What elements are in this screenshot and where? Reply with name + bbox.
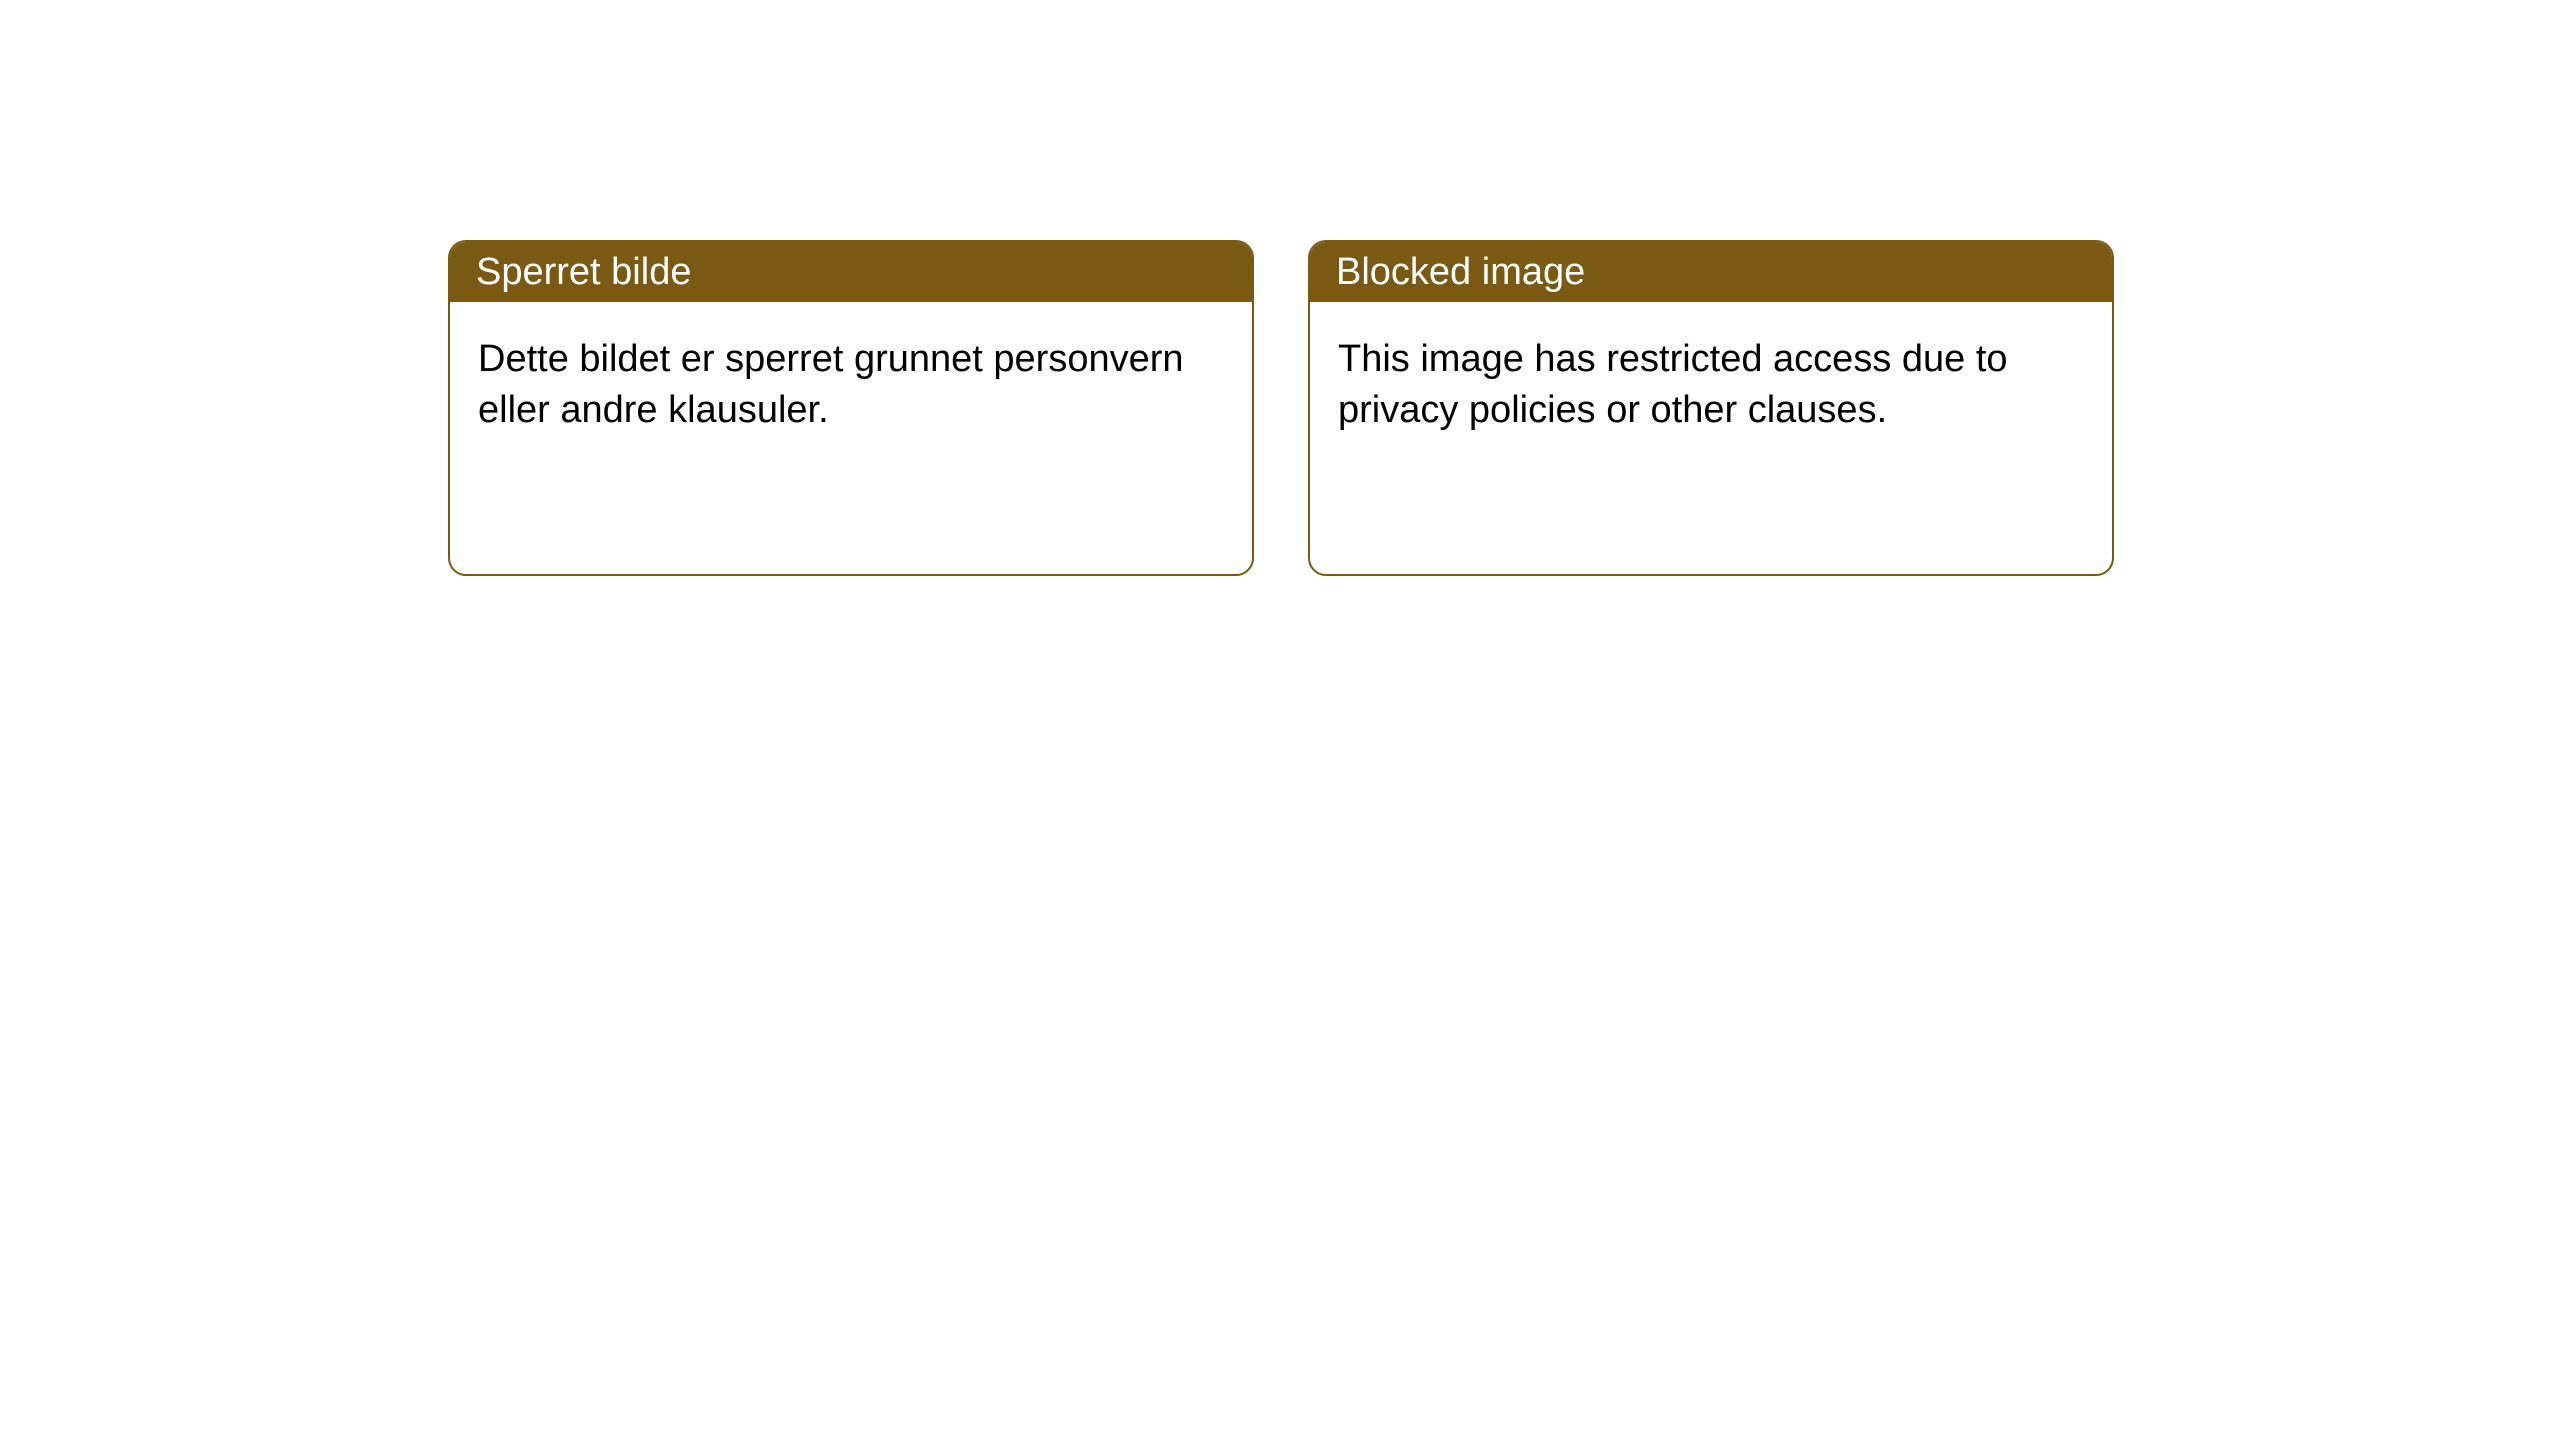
- card-body-text: Dette bildet er sperret grunnet personve…: [478, 338, 1184, 431]
- card-body: This image has restricted access due to …: [1310, 302, 2112, 469]
- blocked-image-card-norwegian: Sperret bilde Dette bildet er sperret gr…: [448, 240, 1254, 576]
- card-header: Sperret bilde: [450, 242, 1252, 302]
- card-header: Blocked image: [1310, 242, 2112, 302]
- card-body: Dette bildet er sperret grunnet personve…: [450, 302, 1252, 469]
- card-container: Sperret bilde Dette bildet er sperret gr…: [0, 0, 2560, 576]
- card-body-text: This image has restricted access due to …: [1338, 338, 2008, 431]
- card-title: Blocked image: [1336, 251, 1585, 294]
- blocked-image-card-english: Blocked image This image has restricted …: [1308, 240, 2114, 576]
- card-title: Sperret bilde: [476, 251, 691, 294]
